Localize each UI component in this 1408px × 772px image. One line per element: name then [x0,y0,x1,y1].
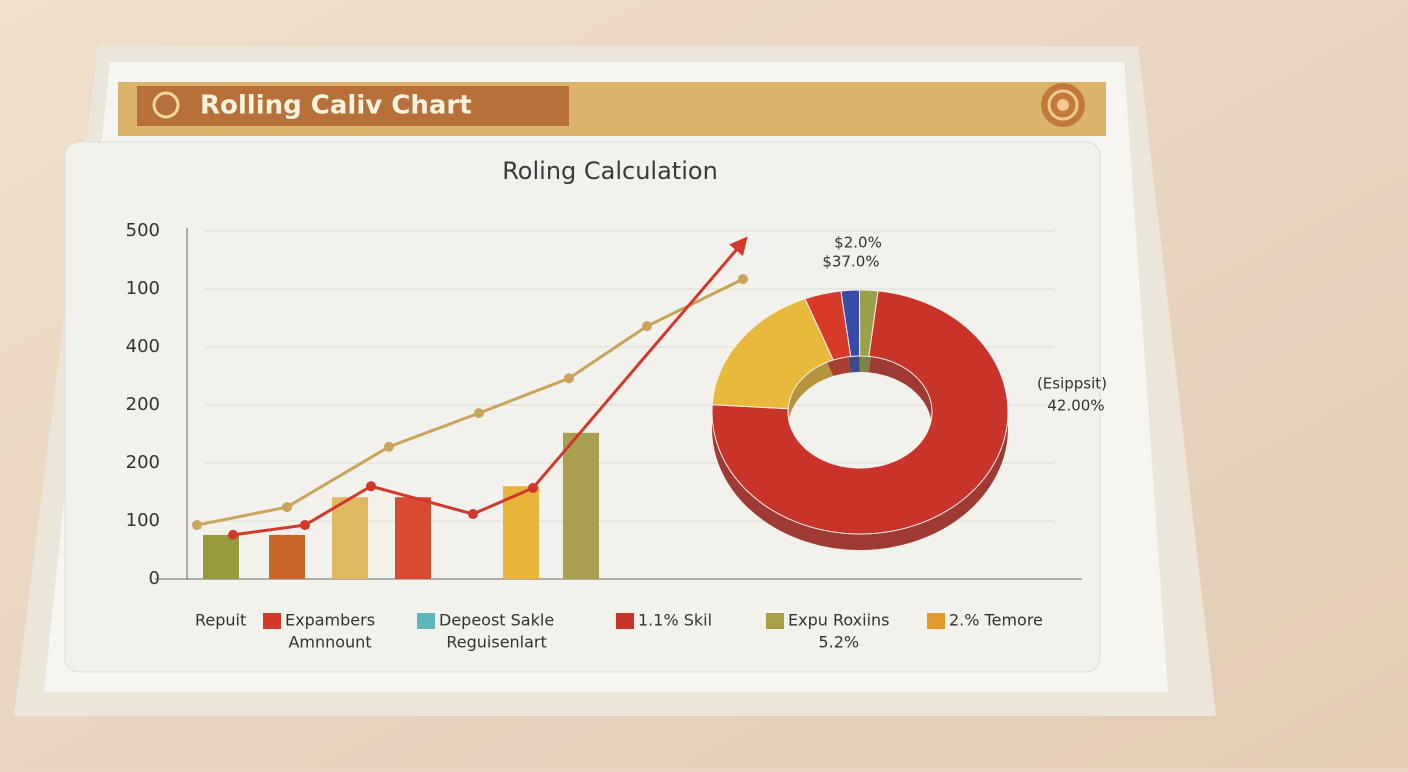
legend-label: Reguisenlart [446,633,546,652]
chart-title: Roling Calculation [502,157,718,185]
line-point [738,274,748,285]
pie-annotation: $2.0% [834,234,882,252]
legend-swatch [417,613,435,629]
bar [269,534,305,579]
legend-label: Amnnount [288,633,371,652]
donut-segment [858,289,879,357]
legend-swatch [927,613,945,629]
donut-segment [711,298,834,410]
line-point [474,408,484,419]
y-tick-label: 0 [149,568,160,589]
legend-swatch [263,613,281,629]
banner-title: Rolling Caliv Chart [200,91,472,121]
legend-label: 5.2% [818,633,859,652]
legend-label: Depeost Sakle [439,611,554,630]
bar [503,486,539,579]
banner-title-box [137,86,569,126]
legend-label: 1.1% Skil [638,611,712,630]
bar [563,432,599,579]
line-point [228,529,238,540]
y-tick-label: 100 [126,278,160,299]
line-point [192,520,202,531]
settings-icon-ring [1047,89,1079,121]
pie-annotation: 42.00% [1047,397,1104,415]
line-point [642,321,652,332]
pie-annotation: $37.0% [822,253,879,271]
line-point [282,502,292,513]
line-point [366,481,376,492]
legend-label: Expambers [285,611,375,630]
line-point [468,509,478,520]
legend-label: Expu Roxiins [788,611,890,630]
y-tick-label: 200 [126,452,160,473]
line-point [300,520,310,531]
legend-label: 2.% Temore [949,611,1043,630]
banner-icon [152,91,180,119]
legend-label: Repuit [195,611,246,630]
y-tick-label: 400 [126,336,160,357]
bar [395,497,431,579]
pie-annotation: (Esippsit) [1037,375,1107,393]
y-tick-label: 100 [126,510,160,531]
line-point [384,441,394,452]
line [232,236,748,537]
line-point [528,482,538,493]
bar [203,534,239,579]
line-point [564,373,574,384]
settings-icon-dot [1057,99,1069,111]
legend-swatch [616,613,634,629]
y-tick-label: 200 [126,394,160,415]
donut-segment [711,290,1009,535]
legend-swatch [766,613,784,629]
y-tick-label: 500 [126,220,160,241]
bar [332,497,368,579]
